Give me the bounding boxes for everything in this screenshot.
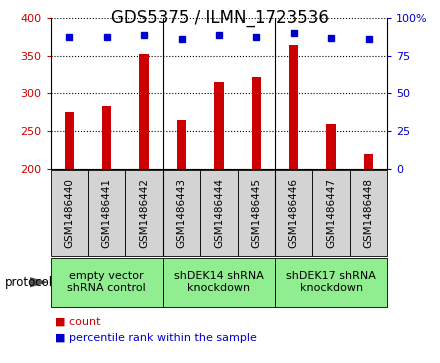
Bar bbox=[275, 258, 387, 307]
Bar bbox=[275, 170, 312, 256]
Text: GSM1486443: GSM1486443 bbox=[176, 178, 187, 248]
Bar bbox=[289, 45, 298, 169]
Bar bbox=[51, 258, 163, 307]
Text: GSM1486444: GSM1486444 bbox=[214, 178, 224, 248]
Text: GSM1486446: GSM1486446 bbox=[289, 178, 299, 248]
Bar bbox=[364, 154, 373, 169]
Text: GSM1486445: GSM1486445 bbox=[251, 178, 261, 248]
Text: GSM1486440: GSM1486440 bbox=[64, 178, 74, 248]
Bar bbox=[51, 170, 88, 256]
Text: empty vector
shRNA control: empty vector shRNA control bbox=[67, 272, 146, 293]
Text: shDEK14 shRNA
knockdown: shDEK14 shRNA knockdown bbox=[174, 272, 264, 293]
Bar bbox=[65, 112, 74, 169]
Text: shDEK17 shRNA
knockdown: shDEK17 shRNA knockdown bbox=[286, 272, 376, 293]
Bar bbox=[200, 170, 238, 256]
Text: GDS5375 / ILMN_1723536: GDS5375 / ILMN_1723536 bbox=[111, 9, 329, 27]
Bar bbox=[252, 77, 261, 169]
Bar bbox=[214, 82, 224, 169]
Bar bbox=[312, 170, 350, 256]
Bar bbox=[326, 123, 336, 169]
Text: protocol: protocol bbox=[4, 276, 52, 289]
Bar bbox=[139, 54, 149, 169]
Bar bbox=[102, 106, 111, 169]
Polygon shape bbox=[30, 277, 48, 287]
Bar bbox=[163, 170, 200, 256]
Text: ■ count: ■ count bbox=[55, 316, 100, 326]
Bar bbox=[177, 120, 186, 169]
Bar bbox=[125, 170, 163, 256]
Text: GSM1486441: GSM1486441 bbox=[102, 178, 112, 248]
Text: GSM1486442: GSM1486442 bbox=[139, 178, 149, 248]
Bar bbox=[350, 170, 387, 256]
Text: ■ percentile rank within the sample: ■ percentile rank within the sample bbox=[55, 333, 257, 343]
Bar bbox=[88, 170, 125, 256]
Text: GSM1486447: GSM1486447 bbox=[326, 178, 336, 248]
Bar bbox=[163, 258, 275, 307]
Text: GSM1486448: GSM1486448 bbox=[363, 178, 374, 248]
Bar bbox=[238, 170, 275, 256]
